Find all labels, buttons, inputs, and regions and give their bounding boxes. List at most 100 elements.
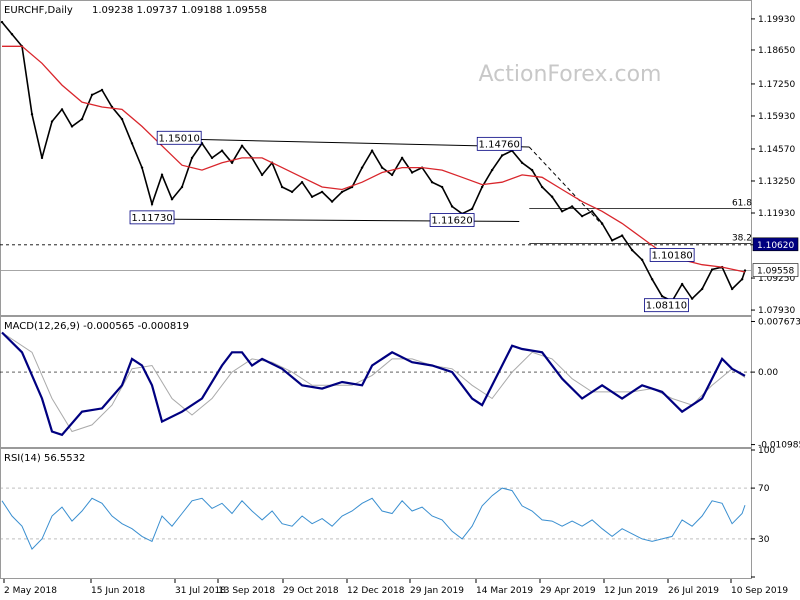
price-point	[280, 185, 284, 189]
price-point	[650, 278, 654, 281]
price-point	[530, 168, 534, 172]
rsi-title: RSI(14) 56.5532	[4, 453, 85, 464]
price-point	[290, 190, 294, 194]
price-point	[620, 234, 624, 237]
price-point	[150, 202, 154, 206]
price-point	[490, 168, 494, 172]
price-point	[80, 117, 84, 121]
price-symbol: EURCHF,Daily	[4, 5, 73, 16]
price-y-tick-label: 1.07930	[758, 306, 795, 316]
macd-panel-frame	[0, 316, 752, 448]
price-level-tag	[752, 237, 799, 252]
price-ohlc: 1.09238 1.09737 1.09188 1.09558	[92, 5, 267, 16]
rsi-y-tick-label: 70	[758, 484, 770, 494]
price-panel: 1.19930 1.18650 1.17250 1.15930 1.14570 1.132…	[0, 15, 799, 316]
price-point	[600, 222, 604, 225]
x-tick-label: 2 May 2018	[4, 586, 57, 596]
price-point	[310, 195, 314, 198]
price-point	[700, 287, 704, 291]
rsi-panel-frame	[0, 448, 752, 579]
moving-average-line	[2, 45, 746, 273]
macd-panel: 0.007673 0.00 -0.010985	[0, 317, 800, 451]
macd-line	[1, 331, 746, 437]
price-point	[640, 258, 644, 262]
price-point	[380, 166, 384, 169]
price-panel-frame	[0, 0, 752, 316]
fib-level-label: 38.2	[732, 233, 752, 243]
price-point	[410, 171, 414, 174]
price-annotation-box	[476, 136, 522, 151]
price-point	[580, 214, 584, 218]
rsi-y-tick-label: 100	[758, 446, 775, 456]
price-point	[330, 200, 334, 203]
price-y-tick-label: 1.14570	[758, 145, 795, 155]
price-y-tick-label: 1.19930	[758, 15, 795, 25]
price-point	[0, 20, 4, 24]
price-point	[610, 239, 614, 242]
x-tick-label: 12 Jun 2019	[604, 586, 658, 596]
x-tick-label: 10 Sep 2019	[731, 586, 788, 596]
fib-level-label: 61.8	[732, 198, 752, 208]
price-y-tick-label: 1.17250	[758, 80, 795, 90]
price-point	[140, 166, 144, 169]
price-y-tick-label: 1.15930	[758, 112, 795, 122]
price-point	[170, 197, 174, 201]
price-y-tick-label: 1.18650	[758, 46, 795, 56]
price-point	[120, 117, 124, 121]
price-point	[560, 210, 564, 213]
price-annotation-label: 1.11730	[131, 213, 172, 224]
price-point	[220, 149, 224, 152]
x-tick-label: 29 Apr 2019	[540, 586, 596, 596]
price-point	[440, 185, 444, 189]
price-point	[260, 173, 264, 177]
watermark: ActionForex.com	[479, 62, 662, 87]
price-y-tick-label: 1.09250	[758, 274, 795, 284]
x-tick-label: 29 Jan 2019	[410, 586, 464, 596]
price-annotation-label: 1.10180	[651, 250, 692, 261]
x-tick-label: 14 Mar 2019	[476, 586, 533, 596]
x-tick-label: 31 Jul 2018	[175, 586, 226, 596]
price-annotation-box	[644, 298, 689, 313]
trend-line	[528, 146, 603, 225]
price-y-tick-label: 1.13250	[758, 177, 795, 187]
macd-y-tick-label: 0.00	[758, 368, 778, 378]
price-level-label: 1.09558	[757, 267, 794, 277]
macd-title: MACD(12,26,9) -0.000565 -0.000819	[4, 321, 189, 332]
price-point	[570, 205, 574, 208]
price-point	[100, 88, 104, 92]
x-tick-label: 26 Jul 2019	[668, 586, 719, 596]
rsi-panel: 100 70 30	[0, 446, 775, 578]
price-point	[180, 185, 184, 189]
rsi-y-tick-label: 30	[758, 535, 770, 545]
price-point	[680, 282, 684, 286]
price-point	[590, 210, 594, 213]
price-point	[320, 190, 324, 194]
rsi-line	[1, 487, 746, 550]
price-point	[230, 161, 234, 164]
price-point	[370, 149, 374, 152]
price-point	[130, 142, 134, 145]
x-tick-label: 13 Sep 2018	[218, 586, 275, 596]
x-tick-label: 15 Jun 2018	[91, 586, 145, 596]
price-point	[70, 125, 74, 128]
macd-y-tick-label: -0.010985	[758, 441, 800, 451]
price-annotation-box	[156, 130, 202, 145]
price-point	[90, 93, 94, 97]
price-point	[550, 195, 554, 198]
price-annotation-box	[429, 213, 475, 227]
price-point	[390, 173, 394, 177]
price-series-line	[1, 21, 746, 303]
price-level-label: 1.10620	[757, 241, 794, 251]
price-point	[300, 180, 304, 184]
price-point	[630, 248, 634, 252]
price-level-tag	[752, 263, 799, 277]
price-point	[190, 156, 194, 160]
price-point	[500, 154, 504, 157]
price-point	[60, 108, 64, 111]
price-point	[400, 156, 404, 160]
price-point	[430, 180, 434, 184]
price-point	[730, 287, 734, 291]
price-point	[10, 32, 14, 36]
price-annotation-label: 1.08110	[646, 301, 687, 312]
